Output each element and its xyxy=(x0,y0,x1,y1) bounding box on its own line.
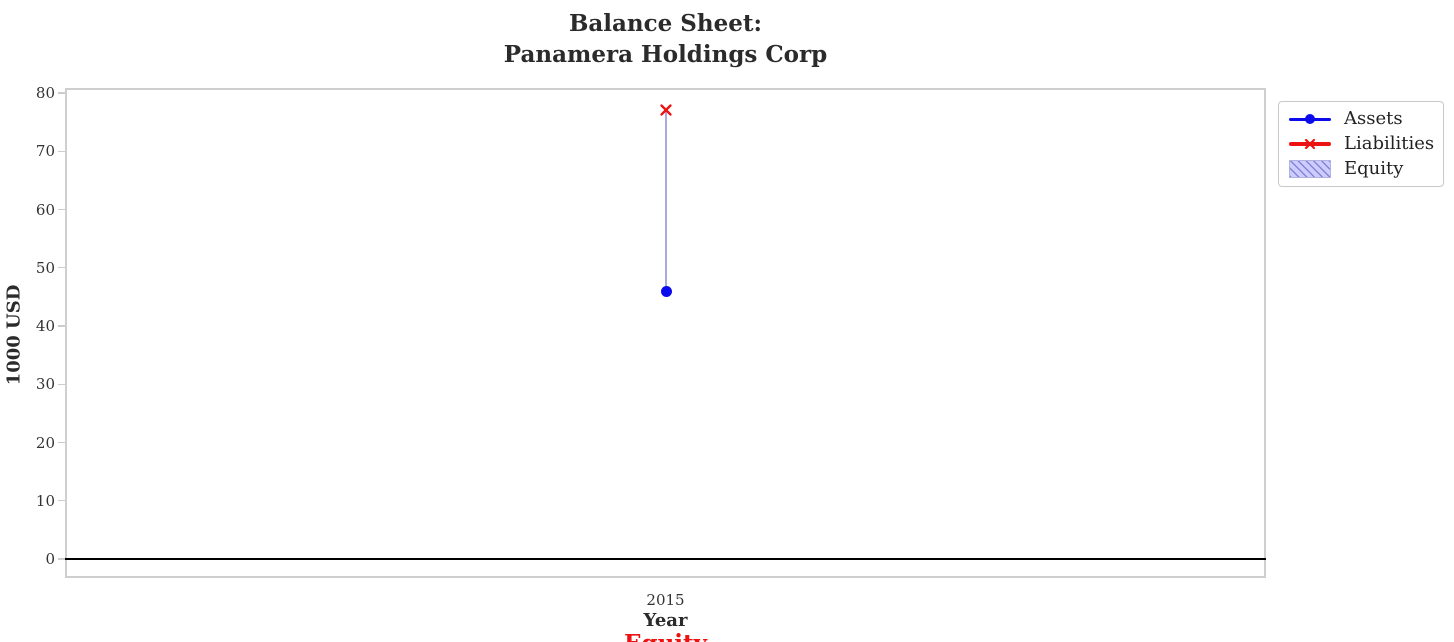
y-tick-label: 70 xyxy=(35,142,55,161)
liabilities-x-marker xyxy=(660,104,672,117)
chart-title: Balance Sheet: Panamera Holdings Corp xyxy=(65,8,1266,70)
y-tick-label: 30 xyxy=(35,375,55,394)
legend-label-liabilities: Liabilities xyxy=(1344,132,1435,154)
legend-label-equity: Equity xyxy=(1344,157,1404,179)
legend-item-liabilities: Liabilities xyxy=(1289,132,1435,154)
y-tick-label: 60 xyxy=(35,200,55,219)
y-tick-mark xyxy=(58,383,65,385)
y-tick-mark xyxy=(58,208,65,211)
chart-title-line1: Balance Sheet: xyxy=(568,10,763,37)
y-tick-mark xyxy=(58,325,65,327)
assets-point-marker xyxy=(660,285,672,297)
liabilities-legend-x-icon xyxy=(1304,138,1316,150)
chart-title-line2: Panamera Holdings Corp xyxy=(503,41,828,68)
legend: Assets Liabilities Equity xyxy=(1278,101,1444,187)
y-tick-label: 0 xyxy=(45,550,55,568)
y-axis-label: 1000 USD xyxy=(3,284,25,386)
y-tick-label: 50 xyxy=(35,258,55,277)
assets-line-icon xyxy=(1289,109,1331,129)
liabilities-line-icon xyxy=(1289,134,1331,154)
equity-hatch-patch-icon xyxy=(1289,159,1331,179)
assets-legend-dot xyxy=(1305,114,1315,125)
equity-legend-patch xyxy=(1289,159,1331,178)
x-tick-label: 2015 xyxy=(646,591,685,609)
y-tick-mark xyxy=(58,441,65,444)
legend-label-assets: Assets xyxy=(1344,108,1403,130)
legend-item-assets: Assets xyxy=(1289,109,1433,129)
y-tick-mark xyxy=(58,92,65,94)
y-tick-label: 40 xyxy=(35,317,55,335)
zero-baseline xyxy=(65,557,1266,561)
x-axis-label: Year xyxy=(643,610,688,631)
y-tick-label: 10 xyxy=(35,491,55,510)
y-tick-mark xyxy=(58,558,65,560)
y-tick-label: 80 xyxy=(35,84,55,102)
legend-item-equity: Equity xyxy=(1289,157,1433,179)
y-tick-label: 20 xyxy=(35,433,55,452)
clipped-equity-annotation: Equity xyxy=(65,629,1266,642)
y-tick-mark xyxy=(58,500,65,502)
equity-bar xyxy=(664,110,668,292)
y-tick-mark xyxy=(58,150,65,152)
y-tick-mark xyxy=(58,267,65,269)
